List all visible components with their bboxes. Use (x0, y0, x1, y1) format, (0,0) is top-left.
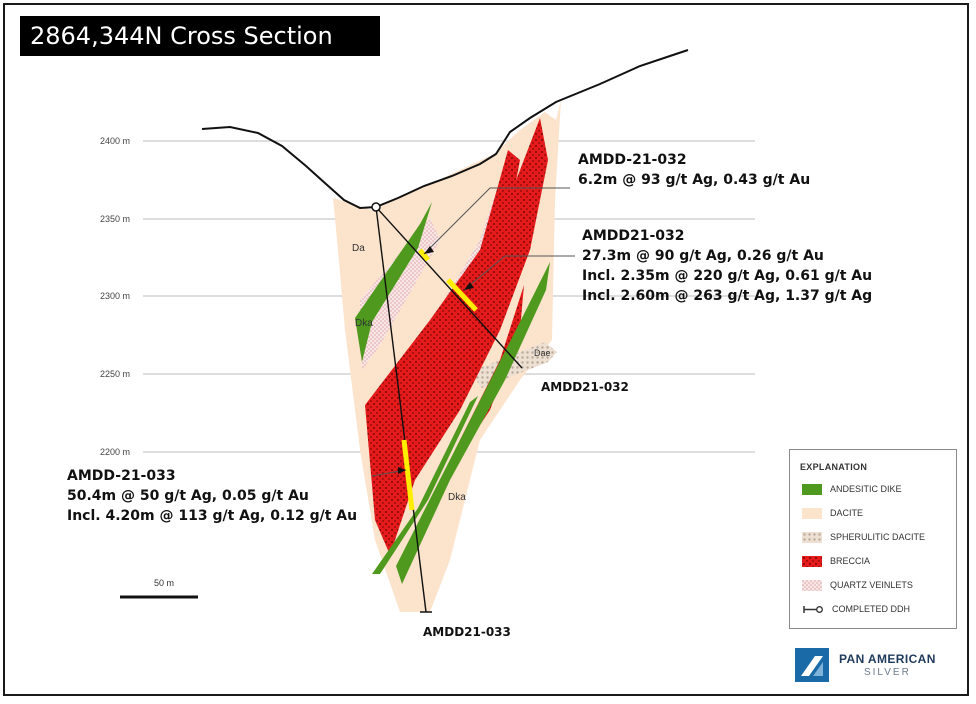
elevation-label-2300: 2300 m (100, 291, 131, 301)
annotation-included-2: Incl. 2.60m @ 263 g/t Ag, 1.37 g/t Ag (582, 288, 873, 304)
annotation-amdd-21-032-upper: AMDD-21-032 6.2m @ 93 g/t Ag, 0.43 g/t A… (578, 150, 810, 190)
andesitic-dike-lower (396, 262, 550, 584)
pan-american-silver-logo: PAN AMERICAN SILVER (795, 648, 936, 682)
leader-arrowheads (398, 246, 474, 474)
elevation-label-2400: 2400 m (100, 136, 131, 146)
elevation-label-2200: 2200 m (100, 447, 131, 457)
logo-mark-icon (795, 648, 829, 682)
intercept-033 (401, 439, 415, 511)
legend-item-quartz-veinlets: QUARTZ VEINLETS (802, 578, 913, 592)
hole-label-amdd21-032: AMDD21-032 (541, 380, 629, 394)
scale-bar-label: 50 m (154, 578, 175, 588)
legend-label: COMPLETED DDH (832, 604, 911, 614)
drillhole-amdd21-033-trace (375, 206, 427, 613)
legend-swatch-quartz (802, 579, 822, 591)
annotation-hole-id: AMDD-21-032 (578, 152, 687, 168)
legend-item-dacite: DACITE (802, 506, 863, 520)
topographic-surface (201, 49, 689, 210)
figure-frame (3, 3, 969, 696)
legend: EXPLANATION ANDESITIC DIKE DACITE SPHERU… (789, 449, 957, 629)
legend-swatch-dacite (802, 507, 822, 519)
legend-swatch-breccia (802, 555, 822, 567)
collar-icon (371, 202, 381, 212)
unit-label-dae: Dae (534, 348, 551, 358)
section-title: 2864,344N Cross Section (20, 16, 380, 56)
legend-label: QUARTZ VEINLETS (830, 580, 913, 590)
legend-label: DACITE (830, 508, 864, 518)
annotation-hole-id: AMDD-21-033 (67, 468, 176, 484)
annotation-hole-id: AMDD21-032 (582, 228, 685, 244)
hole-label-amdd21-033: AMDD21-033 (423, 625, 511, 639)
annotation-intercept: 50.4m @ 50 g/t Ag, 0.05 g/t Au (67, 488, 309, 504)
annotation-included: Incl. 4.20m @ 113 g/t Ag, 0.12 g/t Au (67, 508, 358, 524)
legend-label: SPHERULITIC DACITE (830, 532, 926, 542)
legend-swatch-spherulitic (802, 531, 822, 543)
legend-item-breccia: BRECCIA (802, 554, 870, 568)
annotation-amdd21-032-main: AMDD21-032 27.3m @ 90 g/t Ag, 0.26 g/t A… (582, 226, 872, 306)
legend-title: EXPLANATION (800, 462, 868, 472)
unit-label-da: Da (352, 243, 365, 254)
annotation-intercept: 6.2m @ 93 g/t Ag, 0.43 g/t Au (578, 172, 811, 188)
annotation-intercept: 27.3m @ 90 g/t Ag, 0.26 g/t Au (582, 248, 824, 264)
annotation-amdd-21-033: AMDD-21-033 50.4m @ 50 g/t Ag, 0.05 g/t … (67, 466, 357, 526)
annotation-included-1: Incl. 2.35m @ 220 g/t Ag, 0.61 g/t Au (582, 268, 873, 284)
legend-item-andesitic-dike: ANDESITIC DIKE (802, 482, 902, 496)
breccia-upper-band (425, 150, 520, 360)
logo-name: PAN AMERICAN (839, 652, 936, 666)
legend-item-completed-ddh: COMPLETED DDH (802, 602, 910, 616)
andesitic-dike-upper (355, 202, 432, 362)
unit-label-dka-lower: Dka (448, 492, 466, 503)
drillhole-amdd21-032-trace (375, 206, 523, 369)
logo-subtitle: SILVER (863, 667, 911, 678)
elevation-label-2350: 2350 m (100, 214, 131, 224)
legend-item-spherulitic-dacite: SPHERULITIC DACITE (802, 530, 925, 544)
unit-label-dka-upper: Dka (355, 318, 373, 329)
logo-arrow-icon (795, 648, 829, 682)
andesitic-dike-thin (372, 396, 478, 574)
legend-swatch-dike (802, 483, 822, 495)
legend-label: ANDESITIC DIKE (830, 484, 902, 494)
legend-label: BRECCIA (830, 556, 871, 566)
completed-ddh-icon (803, 605, 823, 613)
intercept-032-main (446, 278, 478, 312)
elevation-label-2250: 2250 m (100, 369, 131, 379)
intercept-032-upper (418, 248, 430, 262)
